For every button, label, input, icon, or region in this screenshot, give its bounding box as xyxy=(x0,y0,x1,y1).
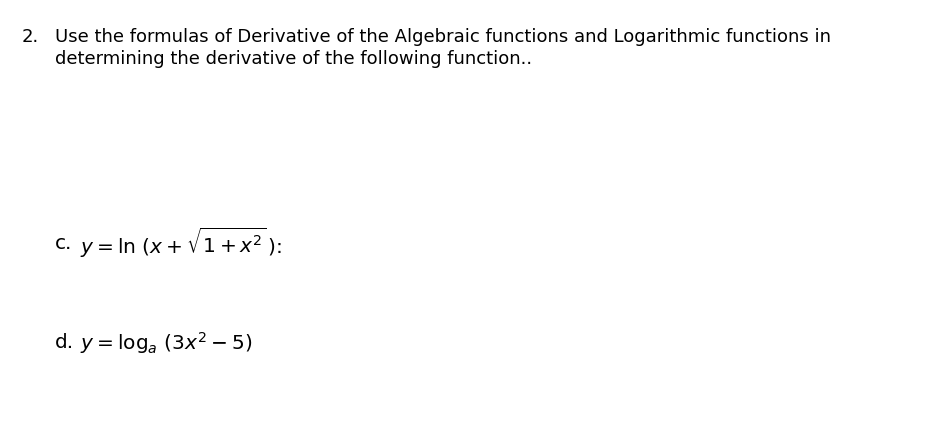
Text: d.: d. xyxy=(55,334,74,353)
Text: Use the formulas of Derivative of the Algebraic functions and Logarithmic functi: Use the formulas of Derivative of the Al… xyxy=(55,28,831,46)
Text: $y = \ln\,(x + \sqrt{1 + x^2}\,)$:: $y = \ln\,(x + \sqrt{1 + x^2}\,)$: xyxy=(80,226,282,260)
Text: 2.: 2. xyxy=(22,28,39,46)
Text: determining the derivative of the following function..: determining the derivative of the follow… xyxy=(55,50,532,68)
Text: $y = \log_a\,(3x^2 - 5)$: $y = \log_a\,(3x^2 - 5)$ xyxy=(80,330,253,356)
Text: c.: c. xyxy=(55,233,73,253)
